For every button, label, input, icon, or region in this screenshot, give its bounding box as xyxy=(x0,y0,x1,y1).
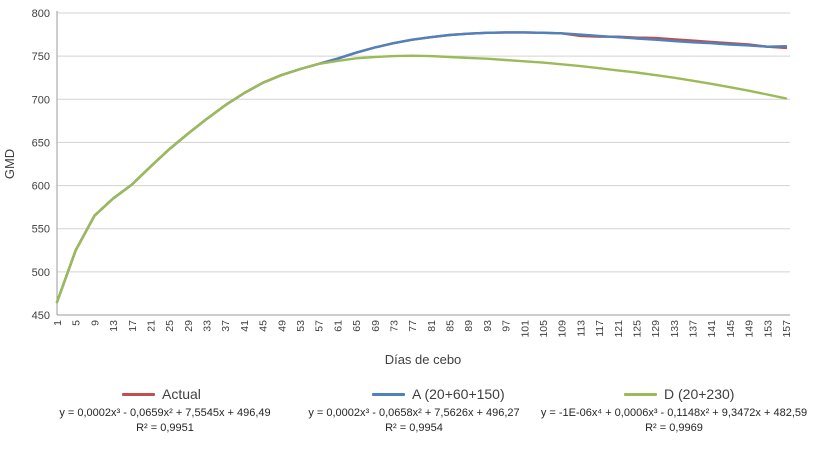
x-tick-label: 153 xyxy=(762,320,774,338)
x-tick-label: 101 xyxy=(519,320,531,338)
axes xyxy=(56,11,790,316)
x-tick-label: 77 xyxy=(407,320,419,332)
x-tick-label: 69 xyxy=(370,320,382,332)
gridlines xyxy=(57,12,790,273)
equation-actual-r2: R² = 0,9951 xyxy=(136,422,194,434)
y-tick-label: 700 xyxy=(32,94,50,106)
legend-item-actual: Actual xyxy=(122,384,201,404)
x-tick-label: 145 xyxy=(725,320,737,338)
x-tick-label: 157 xyxy=(781,320,793,338)
x-tick-label: 109 xyxy=(557,320,569,338)
equation-a-r2: R² = 0,9954 xyxy=(385,422,443,434)
x-tick-label: 61 xyxy=(332,320,344,332)
x-tick-label: 53 xyxy=(295,320,307,332)
equation-actual: y = 0,0002x³ - 0,0659x² + 7,5545x + 496,… xyxy=(0,406,330,436)
x-tick-label: 121 xyxy=(613,320,625,338)
x-tick-label: 57 xyxy=(314,320,326,332)
x-tick-label: 81 xyxy=(426,320,438,332)
equation-d-r2: R² = 0,9969 xyxy=(645,422,703,434)
x-tick-label: 117 xyxy=(594,320,606,337)
series-lines xyxy=(55,31,788,304)
equation-d-formula: y = -1E-06x⁴ + 0,0006x³ - 0,1148x² + 9,3… xyxy=(540,407,808,419)
x-tick-label: 25 xyxy=(164,320,176,332)
x-tick-label: 33 xyxy=(202,320,214,332)
x-axis-title: Días de cebo xyxy=(385,352,462,367)
legend-label-actual: Actual xyxy=(162,386,201,402)
legend-swatch-actual xyxy=(122,392,155,396)
y-axis-title: GMD xyxy=(2,149,17,179)
x-tick-label: 113 xyxy=(575,320,587,337)
y-tick-label: 500 xyxy=(32,267,50,279)
legend-label-d: D (20+230) xyxy=(664,386,735,402)
axis-tick-labels: 450 500 550 600 650 700 750 800 1 5 9 13 17 21 25 29 33 3… xyxy=(32,8,793,338)
equation-a: y = 0,0002x³ - 0,0658x² + 7,5626x + 496,… xyxy=(288,406,540,436)
x-tick-label: 65 xyxy=(351,320,363,332)
x-tick-label: 41 xyxy=(239,320,251,332)
x-tick-label: 21 xyxy=(145,320,157,332)
x-tick-label: 129 xyxy=(650,320,662,338)
x-tick-label: 125 xyxy=(631,320,643,338)
x-tick-label: 93 xyxy=(482,320,494,332)
x-tick-label: 13 xyxy=(108,320,120,332)
y-tick-label: 650 xyxy=(32,137,50,149)
plot-area: 450 500 550 600 650 700 750 800 1 5 9 13 17 21 25 29 33 3… xyxy=(2,8,793,367)
x-tick-label: 105 xyxy=(538,320,550,338)
x-tick-label: 1 xyxy=(52,320,64,326)
x-tick-label: 89 xyxy=(463,320,475,332)
legend-item-a: A (20+60+150) xyxy=(372,384,505,404)
legend: Actual A (20+60+150) D (20+230) xyxy=(0,384,820,404)
x-tick-label: 29 xyxy=(183,320,195,332)
x-tick-label: 141 xyxy=(706,320,718,338)
x-tick-label: 9 xyxy=(89,320,101,326)
x-tick-label: 85 xyxy=(445,320,457,332)
x-tick-label: 17 xyxy=(127,320,139,332)
x-tick-label: 73 xyxy=(388,320,400,332)
legend-item-d: D (20+230) xyxy=(624,384,734,404)
y-tick-label: 750 xyxy=(32,51,50,63)
y-tick-label: 450 xyxy=(32,310,50,322)
series-line-d-20-230- xyxy=(55,54,788,304)
legend-swatch-d xyxy=(624,392,657,396)
x-tick-label: 49 xyxy=(276,320,288,332)
x-tick-label: 37 xyxy=(220,320,232,332)
legend-swatch-a xyxy=(372,392,405,396)
x-tick-label: 133 xyxy=(669,320,681,338)
legend-label-a: A (20+60+150) xyxy=(412,386,505,402)
equation-a-formula: y = 0,0002x³ - 0,0658x² + 7,5626x + 496,… xyxy=(308,407,520,419)
x-tick-label: 5 xyxy=(71,320,83,326)
y-tick-label: 600 xyxy=(32,181,50,193)
x-tick-label: 149 xyxy=(744,320,756,338)
trendline-equations: y = 0,0002x³ - 0,0659x² + 7,5545x + 496,… xyxy=(0,406,820,450)
series-line-actual xyxy=(55,31,788,304)
y-tick-label: 800 xyxy=(32,8,50,20)
equation-actual-formula: y = 0,0002x³ - 0,0659x² + 7,5545x + 496,… xyxy=(59,407,271,419)
x-tick-label: 97 xyxy=(501,320,513,332)
series-line-a-20-60-150- xyxy=(55,31,788,304)
x-tick-label: 137 xyxy=(688,320,700,338)
x-tick-label: 45 xyxy=(258,320,270,332)
y-tick-label: 550 xyxy=(32,224,50,236)
equation-d: y = -1E-06x⁴ + 0,0006x³ - 0,1148x² + 9,3… xyxy=(528,406,820,436)
